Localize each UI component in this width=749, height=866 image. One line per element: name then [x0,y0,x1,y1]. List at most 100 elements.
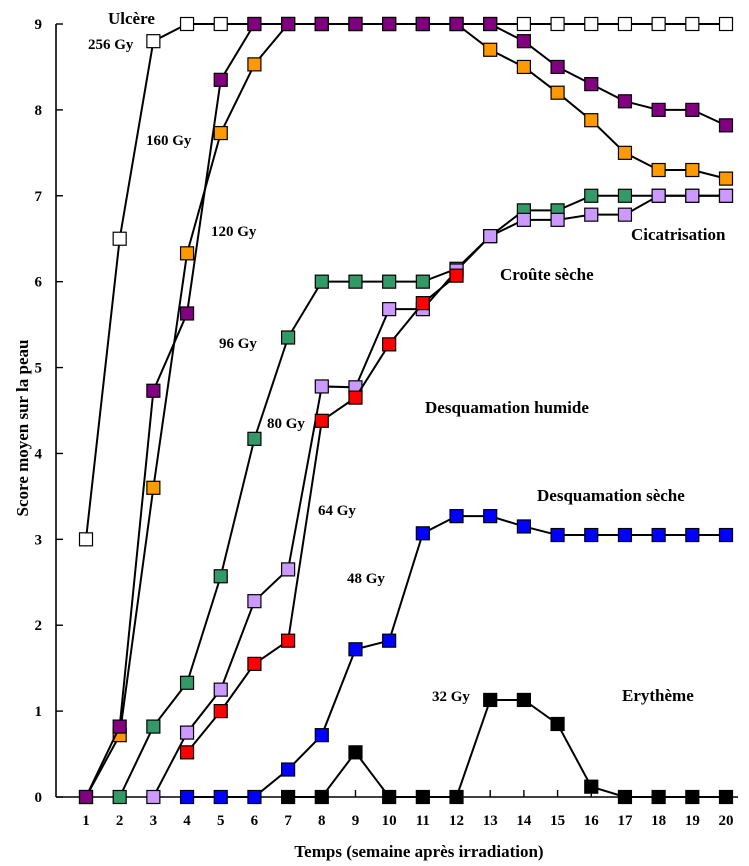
label-croute-seche: Croûte sèche [500,265,594,284]
data-point [281,762,296,777]
data-point [584,527,599,543]
data-point [348,274,363,289]
label-96-gy: 96 Gy [219,336,257,352]
data-point [550,85,565,100]
data-point [617,789,633,805]
data-point [550,16,565,32]
data-point [584,77,599,92]
data-point [415,526,430,541]
label-256-gy: 256 Gy [88,37,134,53]
series-64-gy [179,268,464,760]
data-point [247,431,262,446]
data-point [584,188,599,203]
data-point [281,789,296,805]
data-point [449,16,464,32]
data-point [112,719,127,734]
data-point [247,16,262,32]
data-point [112,789,127,805]
x-tick-label: 3 [150,813,158,829]
data-point [314,379,329,394]
data-point [314,728,329,743]
y-tick-label: 9 [35,17,43,33]
y-tick-label: 6 [35,275,43,291]
y-tick-label: 8 [35,103,43,119]
data-point [516,212,531,227]
data-point [146,719,161,734]
data-point [617,145,633,160]
data-point [415,296,430,311]
y-tick-label: 7 [35,189,43,205]
data-point [348,390,363,405]
data-point [550,716,565,732]
data-point [685,162,700,178]
data-point [146,789,161,805]
data-point [348,16,363,32]
x-tick-label: 2 [116,813,124,829]
data-point [685,789,700,805]
label-desquamation-seche: Desquamation sèche [537,486,685,505]
data-point [516,692,531,708]
data-point [718,188,734,203]
data-point [449,268,464,283]
data-point [247,656,262,671]
annotations: Ulcère 256 Gy 160 Gy 120 Gy Cicatrisatio… [88,9,726,705]
data-point [651,188,666,203]
data-point [213,125,228,141]
data-point [651,102,666,117]
data-point [617,207,633,222]
label-cicatrisation: Cicatrisation [631,225,726,244]
series-120-gy [78,16,734,805]
x-tick-label: 5 [217,813,225,829]
data-point [617,527,633,543]
data-point [78,789,94,805]
data-point [146,480,161,495]
data-point [483,229,498,244]
data-point [213,789,228,805]
data-point [314,413,329,428]
y-tick-label: 2 [35,618,43,634]
x-tick-label: 4 [183,813,191,829]
label-48-gy: 48 Gy [347,571,385,587]
data-point [247,57,262,72]
x-tick-label: 8 [318,813,326,829]
y-tick-label: 4 [35,446,43,462]
data-point [382,789,397,805]
x-tick-label: 13 [483,813,498,829]
x-axis-title: Temps (semaine après irradiation) [294,842,543,861]
data-point [382,302,397,317]
x-tick-label: 16 [584,813,600,829]
data-point [685,527,700,543]
data-point [146,34,161,49]
y-tick-label: 0 [35,790,43,806]
data-point [179,675,195,690]
data-point [281,562,296,577]
data-point [179,745,195,760]
data-point [449,509,464,524]
label-32-gy: 32 Gy [432,689,470,705]
data-point [179,16,195,32]
data-point [314,789,329,805]
data-point [449,789,464,805]
data-point [685,188,700,203]
data-point [516,34,531,49]
data-point [584,16,599,32]
x-tick-label: 9 [352,813,360,829]
data-point [179,306,195,321]
data-point [415,789,430,805]
data-point [213,569,228,584]
data-point [348,642,363,657]
data-point [651,16,666,32]
data-point [483,16,498,32]
x-tick-label: 20 [719,813,734,829]
data-point [314,274,329,289]
data-point [179,789,195,805]
label-160-gy: 160 Gy [146,133,192,149]
label-64-gy: 64 Gy [318,503,356,519]
data-point [550,59,565,75]
label-erytheme: Erythème [622,686,694,705]
y-tick-label: 5 [35,361,43,377]
data-point [483,509,498,524]
data-point [718,16,734,32]
data-point [382,274,397,289]
